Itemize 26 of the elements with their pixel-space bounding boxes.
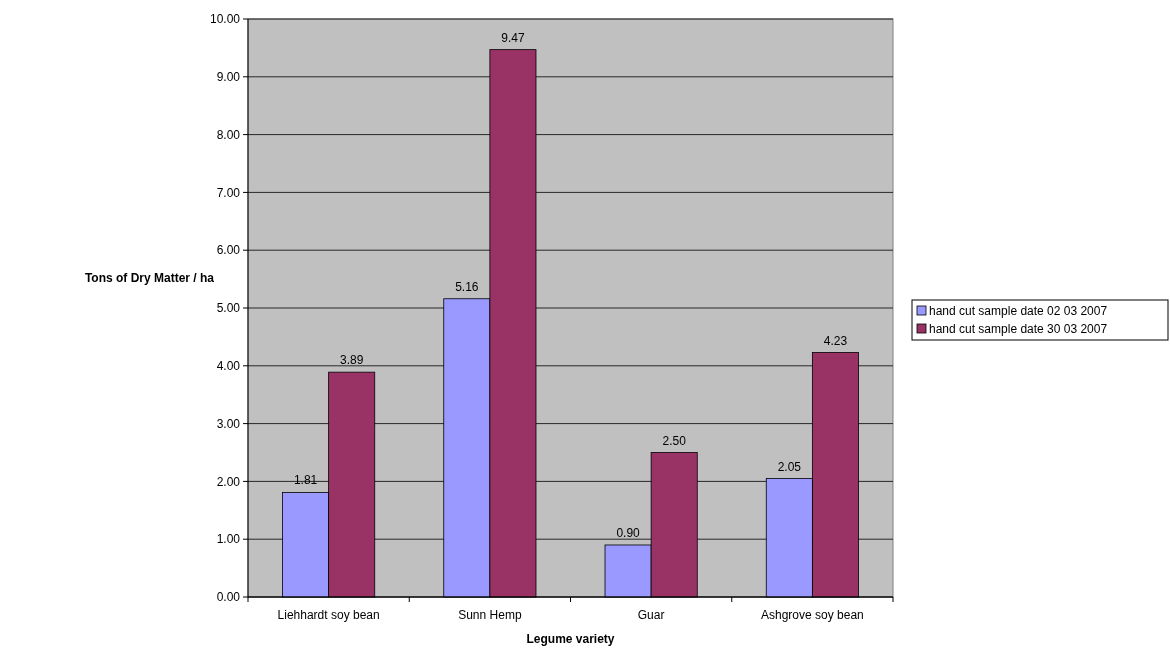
y-tick-label: 1.00: [216, 532, 241, 547]
y-tick-label: 2.00: [216, 474, 241, 489]
y-tick-label: 4.00: [216, 359, 241, 373]
y-tick-label: 9.00: [216, 70, 241, 84]
data-label: 0.90: [616, 525, 641, 540]
x-axis-title: Legume variety: [526, 632, 615, 646]
y-tick-label: 7.00: [216, 185, 241, 200]
y-axis-title: Tons of Dry Matter / ha: [84, 271, 215, 285]
y-tick-label: 0.00: [216, 590, 241, 605]
legend-label: hand cut sample date 30 03 2007: [929, 322, 1108, 337]
data-label: 9.47: [501, 30, 525, 45]
data-label: 2.05: [777, 459, 802, 474]
data-label: 5.16: [455, 279, 479, 294]
y-tick-label: 3.00: [216, 416, 241, 431]
y-tick-label: 5.00: [216, 301, 241, 316]
data-label: 3.89: [340, 353, 364, 368]
x-tick-label: Guar: [637, 608, 665, 622]
data-label: 4.23: [823, 333, 848, 348]
y-tick-label: 10.00: [209, 12, 241, 27]
x-tick-label: Sunn Hemp: [458, 608, 522, 622]
y-tick-label: 8.00: [216, 127, 241, 142]
data-label: 2.50: [662, 433, 687, 448]
legend-label: hand cut sample date 02 03 2007: [929, 304, 1108, 319]
x-tick-label: Liehhardt soy bean: [277, 608, 380, 622]
x-tick-label: Ashgrove soy bean: [761, 608, 864, 622]
y-tick-label: 6.00: [216, 243, 241, 258]
